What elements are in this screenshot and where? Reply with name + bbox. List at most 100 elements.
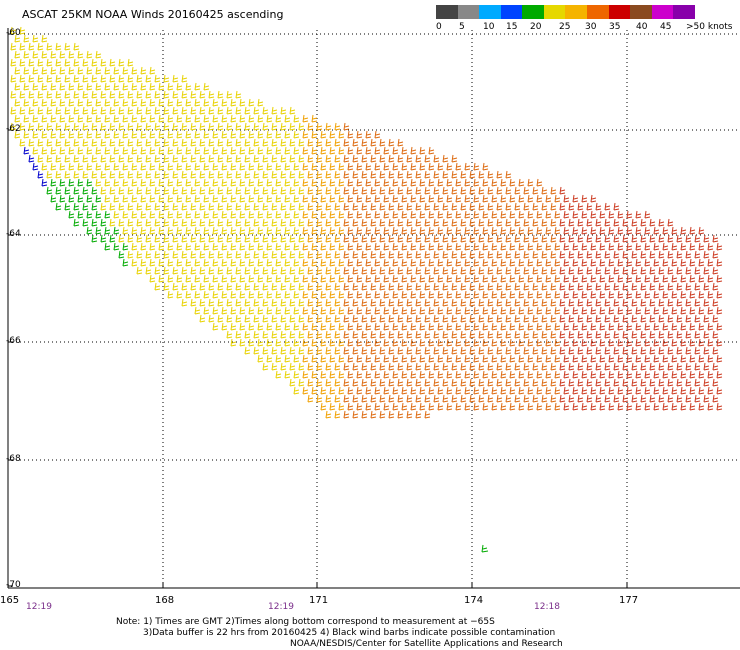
- wind-barb: [563, 322, 570, 331]
- wind-barb: [554, 386, 561, 395]
- wind-barb: [568, 250, 575, 259]
- wind-barb: [163, 282, 170, 291]
- wind-barb: [451, 202, 458, 211]
- wind-barb: [271, 122, 278, 131]
- wind-barb: [221, 210, 228, 219]
- wind-barb: [190, 138, 197, 147]
- wind-barb: [302, 322, 309, 331]
- wind-barb: [77, 162, 84, 171]
- wind-barb: [577, 314, 584, 323]
- wind-barb: [464, 194, 471, 203]
- wind-barb: [554, 306, 561, 315]
- wind-barb: [230, 178, 237, 187]
- wind-barb: [23, 50, 30, 59]
- wind-barb: [334, 410, 341, 419]
- wind-barb: [109, 218, 116, 227]
- wind-barb: [158, 114, 165, 123]
- wind-barb: [487, 394, 494, 403]
- wind-barb: [374, 354, 381, 363]
- wind-barb: [307, 346, 314, 355]
- wind-barb: [563, 370, 570, 379]
- wind-barb: [203, 178, 210, 187]
- wind-barb: [640, 314, 647, 323]
- wind-barb: [599, 242, 606, 251]
- wind-barb: [401, 402, 408, 411]
- wind-barb: [82, 154, 89, 163]
- wind-barb: [145, 202, 152, 211]
- wind-barb: [541, 330, 548, 339]
- wind-barb: [676, 298, 683, 307]
- wind-barb: [64, 122, 71, 131]
- wind-barb: [32, 34, 39, 43]
- wind-barb: [406, 410, 413, 419]
- wind-barb: [338, 370, 345, 379]
- wind-barb: [487, 378, 494, 387]
- wind-barb: [559, 234, 566, 243]
- wind-barb: [388, 378, 395, 387]
- wind-barb: [545, 354, 552, 363]
- wind-barb: [86, 210, 93, 219]
- wind-barb: [433, 362, 440, 371]
- colorbar-segment-4: [522, 5, 544, 19]
- wind-barb: [563, 290, 570, 299]
- wind-barb: [284, 114, 291, 123]
- wind-barb: [365, 402, 372, 411]
- wind-barb: [590, 242, 597, 251]
- wind-barb: [343, 138, 350, 147]
- wind-barb: [329, 322, 336, 331]
- wind-barb: [406, 154, 413, 163]
- wind-barb: [50, 146, 57, 155]
- wind-barb: [302, 210, 309, 219]
- wind-barb: [581, 274, 588, 283]
- wind-barb: [559, 282, 566, 291]
- wind-barb: [469, 170, 476, 179]
- wind-barb: [716, 242, 723, 251]
- wind-barb: [401, 210, 408, 219]
- wind-barb: [631, 218, 638, 227]
- wind-barb: [374, 242, 381, 251]
- wind-barb: [496, 346, 503, 355]
- wind-barb: [554, 274, 561, 283]
- wind-barb: [410, 370, 417, 379]
- wind-barb: [599, 402, 606, 411]
- wind-barb: [361, 250, 368, 259]
- wind-barb: [284, 146, 291, 155]
- wind-barb: [253, 282, 260, 291]
- wind-barb: [298, 362, 305, 371]
- wind-barb: [698, 274, 705, 283]
- wind-barb: [266, 194, 273, 203]
- wind-barb: [320, 338, 327, 347]
- wind-barb: [406, 202, 413, 211]
- wind-barb: [428, 146, 435, 155]
- wind-barb: [68, 178, 75, 187]
- wind-barb: [311, 274, 318, 283]
- wind-barb: [235, 154, 242, 163]
- wind-barb: [451, 362, 458, 371]
- wind-barb: [631, 266, 638, 275]
- wind-barb: [595, 202, 602, 211]
- wind-barb: [500, 258, 507, 267]
- wind-barb: [320, 306, 327, 315]
- wind-barb: [644, 306, 651, 315]
- wind-barb: [442, 202, 449, 211]
- wind-barb: [203, 146, 210, 155]
- wind-barb: [307, 266, 314, 275]
- wind-barb: [307, 154, 314, 163]
- colorbar-tick-label: 25: [559, 22, 571, 32]
- wind-barb: [68, 146, 75, 155]
- wind-barb: [599, 274, 606, 283]
- wind-barb: [491, 226, 498, 235]
- wind-barb: [374, 386, 381, 395]
- wind-barb: [64, 106, 71, 115]
- wind-barb: [163, 266, 170, 275]
- wind-barb: [19, 106, 26, 115]
- wind-barb: [23, 82, 30, 91]
- wind-barb: [536, 402, 543, 411]
- wind-barb: [172, 250, 179, 259]
- wind-barb: [487, 298, 494, 307]
- wind-barb: [383, 370, 390, 379]
- wind-barb: [19, 26, 26, 35]
- wind-barb: [275, 290, 282, 299]
- wind-barb: [176, 274, 183, 283]
- wind-barb: [77, 50, 84, 59]
